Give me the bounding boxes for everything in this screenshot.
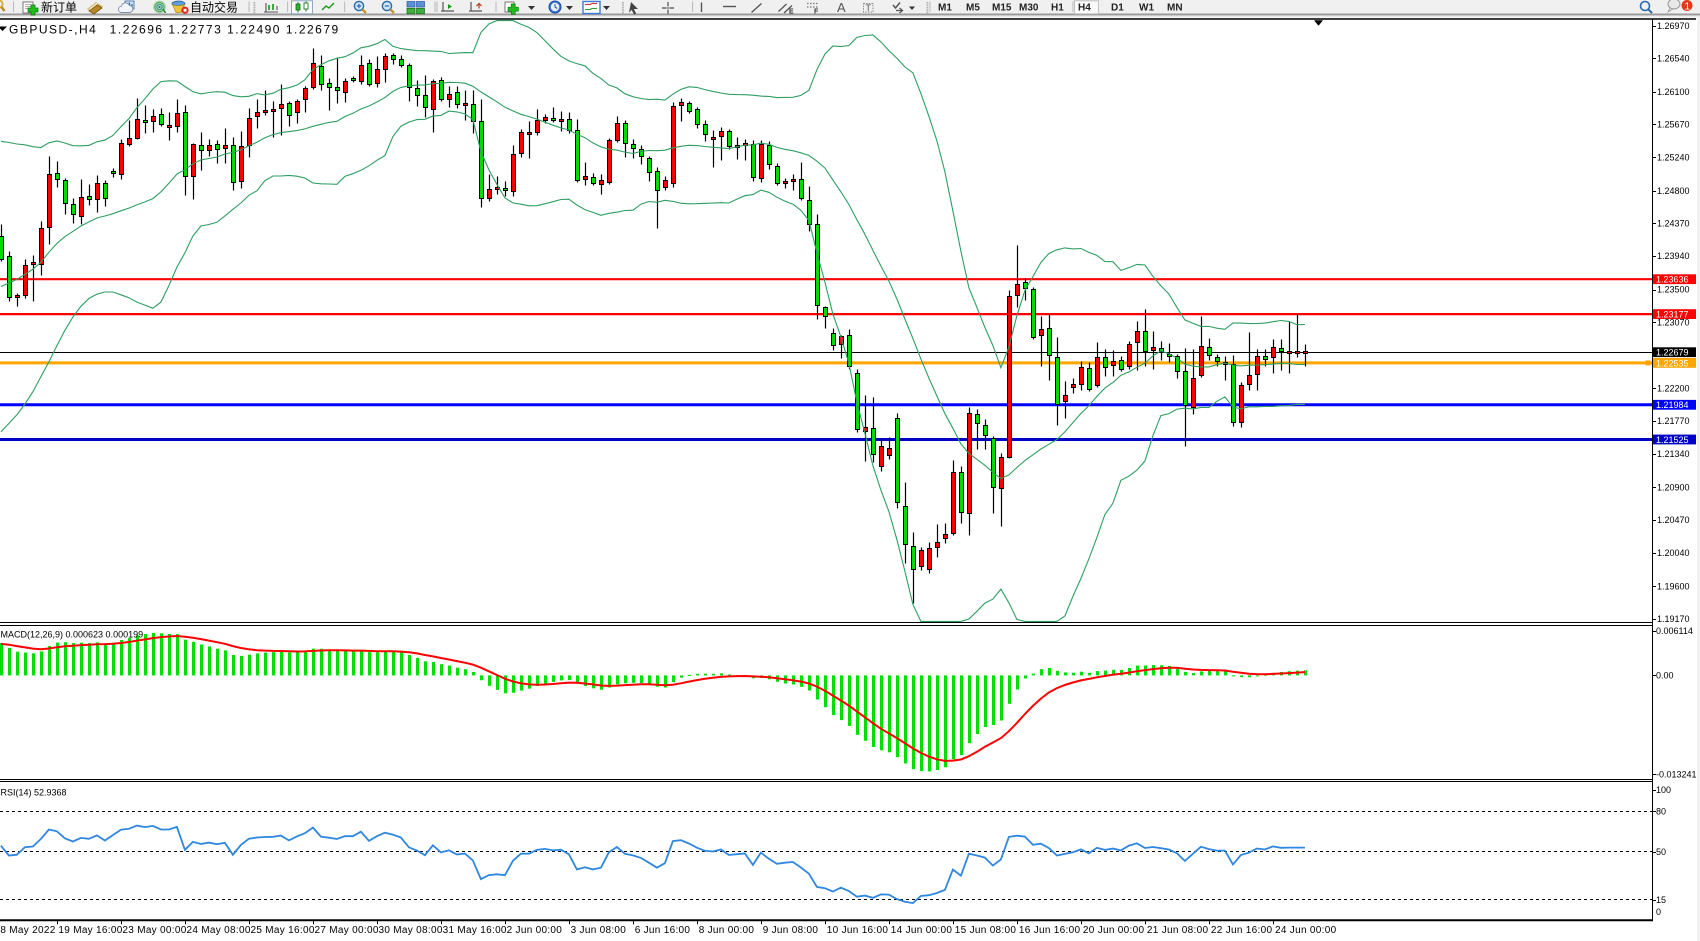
svg-text:8 Jun 00:00: 8 Jun 00:00	[699, 925, 755, 936]
svg-text:1.22535: 1.22535	[1656, 358, 1689, 368]
svg-text:16 Jun 16:00: 16 Jun 16:00	[1019, 925, 1081, 936]
svg-text:1.26100: 1.26100	[1657, 87, 1690, 97]
svg-text:1.25670: 1.25670	[1657, 120, 1690, 130]
svg-text:M1: M1	[938, 3, 952, 14]
svg-text:9 Jun 08:00: 9 Jun 08:00	[763, 925, 819, 936]
svg-text:1.21770: 1.21770	[1657, 416, 1690, 426]
svg-text:10 Jun 16:00: 10 Jun 16:00	[827, 925, 889, 936]
svg-text:1.20900: 1.20900	[1657, 482, 1690, 492]
svg-text:1.20040: 1.20040	[1657, 548, 1690, 558]
svg-text:15: 15	[1656, 895, 1666, 905]
svg-text:14 Jun 00:00: 14 Jun 00:00	[891, 925, 953, 936]
svg-text:F: F	[814, 9, 819, 16]
svg-text:1.23177: 1.23177	[1656, 310, 1689, 320]
svg-text:1.22679: 1.22679	[1656, 348, 1689, 358]
svg-text:25 May 16:00: 25 May 16:00	[251, 925, 315, 936]
svg-text:M5: M5	[966, 3, 980, 14]
svg-text:A: A	[837, 0, 846, 15]
svg-text:30 May 08:00: 30 May 08:00	[379, 925, 443, 936]
svg-text:H4: H4	[1078, 3, 1091, 14]
svg-text:1.23636: 1.23636	[1656, 275, 1689, 285]
svg-text:W1: W1	[1139, 3, 1154, 14]
svg-text:D1: D1	[1111, 3, 1124, 14]
svg-text:T: T	[866, 3, 872, 13]
svg-text:3 Jun 08:00: 3 Jun 08:00	[571, 925, 627, 936]
svg-text:1.20470: 1.20470	[1657, 515, 1690, 525]
svg-text:E: E	[789, 9, 794, 16]
svg-text:1: 1	[1685, 2, 1691, 13]
svg-text:0: 0	[1656, 907, 1661, 917]
svg-text:M30: M30	[1019, 3, 1039, 14]
svg-text:1.23940: 1.23940	[1657, 251, 1690, 261]
svg-text:MN: MN	[1167, 3, 1183, 14]
svg-text:24 Jun 00:00: 24 Jun 00:00	[1275, 925, 1337, 936]
svg-text:-0.013241: -0.013241	[1656, 770, 1697, 780]
svg-text:6 Jun 16:00: 6 Jun 16:00	[635, 925, 691, 936]
svg-text:15 Jun 08:00: 15 Jun 08:00	[955, 925, 1017, 936]
svg-text:新订单: 新订单	[41, 0, 77, 15]
svg-text:31 May 16:00: 31 May 16:00	[443, 925, 507, 936]
svg-text:1.19600: 1.19600	[1657, 581, 1690, 591]
svg-text:18 May 2022: 18 May 2022	[0, 925, 56, 936]
svg-text:100: 100	[1656, 785, 1671, 795]
svg-text:1.24800: 1.24800	[1657, 186, 1690, 196]
svg-text:1.26540: 1.26540	[1657, 54, 1690, 64]
svg-text:1.23070: 1.23070	[1657, 317, 1690, 327]
svg-text:19 May 16:00: 19 May 16:00	[58, 925, 122, 936]
svg-text:MACD(12,26,9) 0.000623 0.00019: MACD(12,26,9) 0.000623 0.000199	[1, 630, 144, 640]
svg-text:1.25240: 1.25240	[1657, 152, 1690, 162]
svg-text:H1: H1	[1051, 3, 1064, 14]
svg-text:M15: M15	[992, 3, 1012, 14]
svg-text:23 May 00:00: 23 May 00:00	[122, 925, 186, 936]
svg-text:1.21340: 1.21340	[1657, 449, 1690, 459]
svg-text:1.26970: 1.26970	[1657, 21, 1690, 31]
svg-text:24 May 08:00: 24 May 08:00	[187, 925, 251, 936]
svg-text:80: 80	[1656, 806, 1666, 816]
svg-text:27 May 00:00: 27 May 00:00	[315, 925, 379, 936]
svg-text:RSI(14) 52.9368: RSI(14) 52.9368	[1, 788, 67, 798]
svg-text:1.24370: 1.24370	[1657, 219, 1690, 229]
svg-text:1.19170: 1.19170	[1657, 614, 1690, 624]
svg-text:20 Jun 00:00: 20 Jun 00:00	[1083, 925, 1145, 936]
svg-text:1.21525: 1.21525	[1656, 435, 1689, 445]
svg-text:22 Jun 16:00: 22 Jun 16:00	[1211, 925, 1273, 936]
svg-text:0.006114: 0.006114	[1656, 626, 1693, 636]
svg-text:50: 50	[1656, 847, 1666, 857]
svg-text:1.23500: 1.23500	[1657, 285, 1690, 295]
svg-text:0.00: 0.00	[1656, 671, 1674, 681]
svg-text:21 Jun 08:00: 21 Jun 08:00	[1147, 925, 1209, 936]
svg-text:自动交易: 自动交易	[190, 0, 238, 15]
svg-text:2 Jun 00:00: 2 Jun 00:00	[507, 925, 563, 936]
svg-text:1.21984: 1.21984	[1656, 400, 1689, 410]
svg-text:1.22200: 1.22200	[1657, 384, 1690, 394]
svg-text:GBPUSD-,H4 1.22696 1.22773 1.: GBPUSD-,H4 1.22696 1.22773 1.22490 1.226…	[9, 23, 340, 37]
